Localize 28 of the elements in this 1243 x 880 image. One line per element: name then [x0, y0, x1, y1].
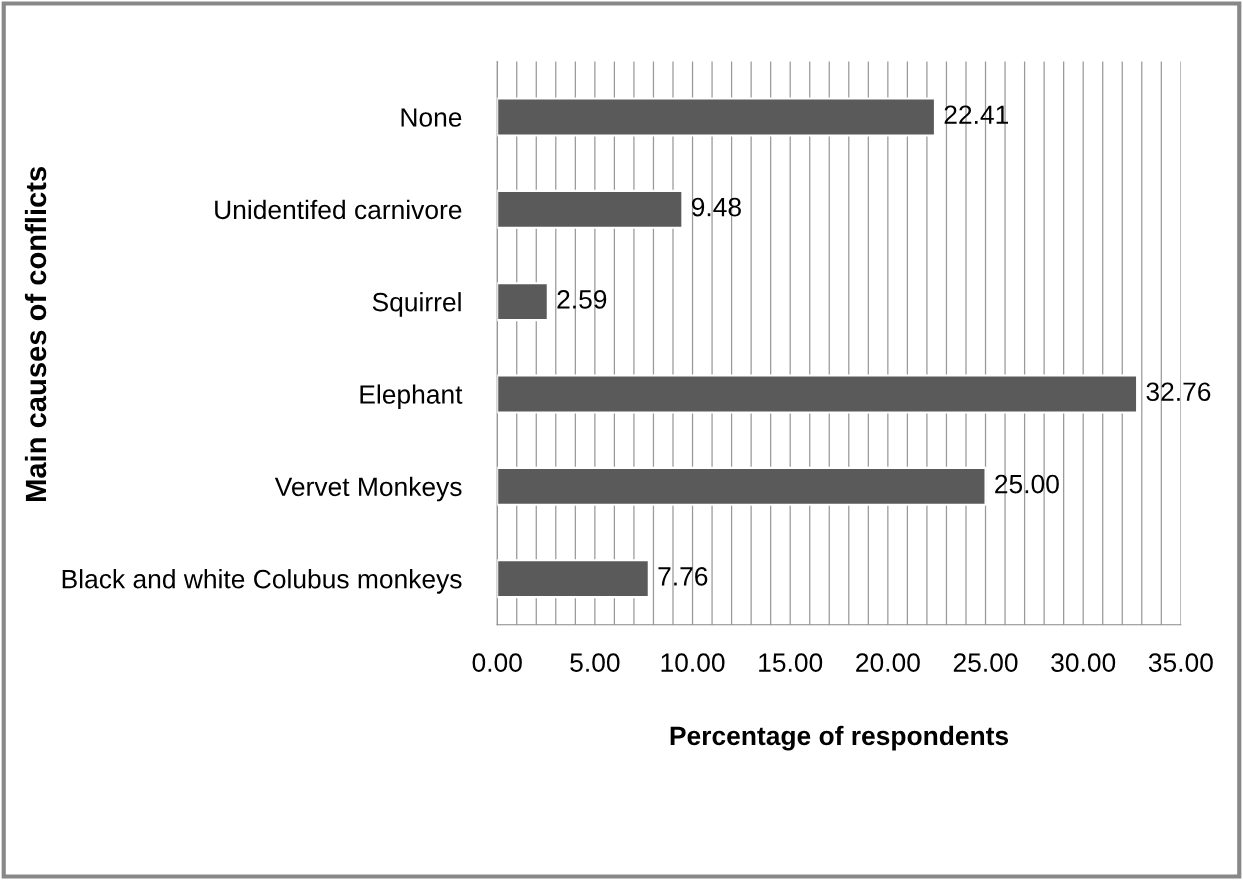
y-tick-label: None	[401, 108, 462, 127]
data-label: 9.48	[691, 197, 741, 217]
x-tick-label: 30.00	[1051, 653, 1116, 672]
x-tick-label: 20.00	[856, 653, 920, 672]
y-tick-label: Unidentifed carnivore	[215, 199, 462, 220]
bar	[497, 189, 684, 229]
y-tick-label: Black and white Colubus monkeys	[62, 569, 462, 594]
y-tick-label: Elephant	[360, 384, 463, 410]
bar	[497, 282, 549, 322]
x-tick-label: 15.00	[759, 653, 823, 672]
x-tick-label: 5.00	[570, 653, 620, 672]
x-tick-label: 10.00	[661, 653, 725, 672]
data-label: 32.76	[1146, 382, 1211, 402]
y-axis-title: Main causes of conflicts	[24, 167, 47, 501]
bar	[497, 559, 650, 599]
bar	[497, 97, 936, 137]
x-tick-label: 0.00	[472, 653, 522, 672]
data-label: 2.59	[557, 290, 607, 309]
bar	[497, 374, 1139, 414]
bar	[497, 466, 987, 506]
data-label: 7.76	[658, 567, 708, 586]
y-tick-label: Squirrel	[372, 292, 461, 317]
x-tick-label: 35.00	[1148, 653, 1213, 672]
y-tick-label: Vervet Monkeys	[274, 476, 462, 502]
data-label: 25.00	[995, 474, 1059, 494]
x-tick-label: 25.00	[953, 653, 1018, 672]
data-label: 22.41	[944, 105, 1009, 124]
x-axis-title: Percentage of respondents	[670, 725, 1009, 751]
